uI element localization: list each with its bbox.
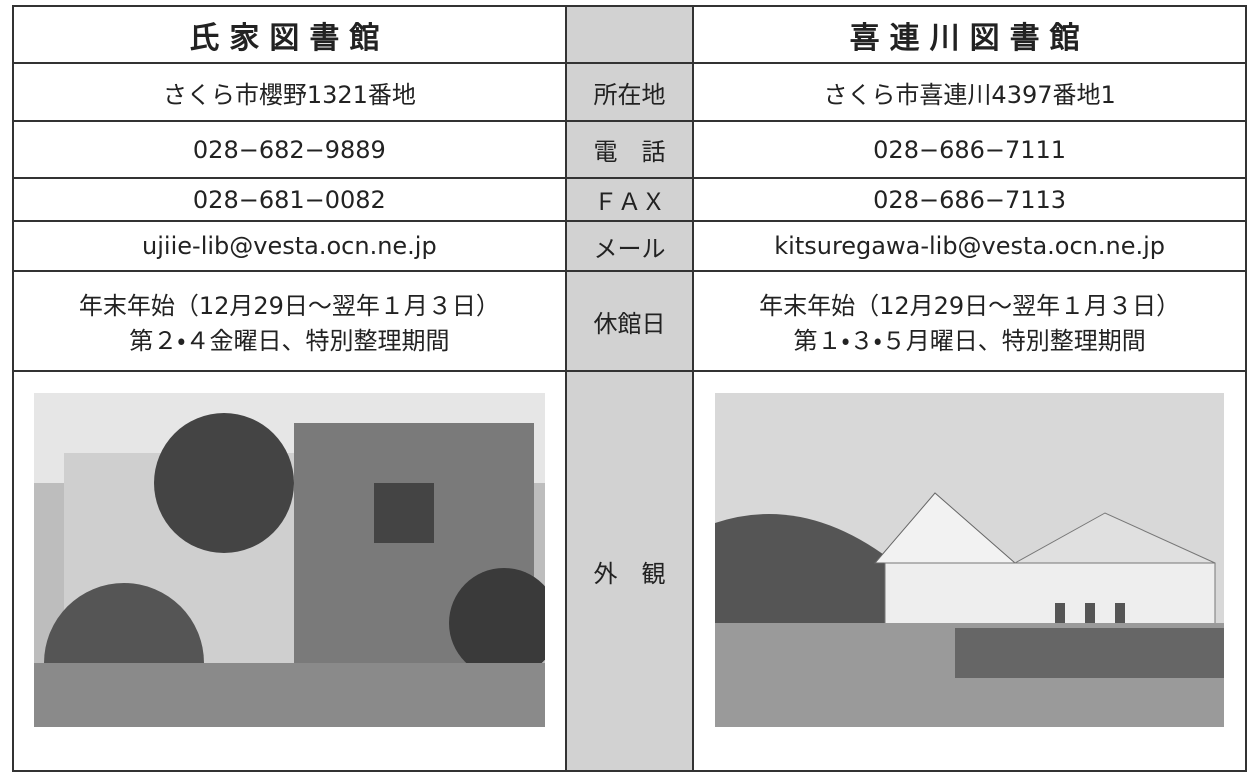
row: 028−682−9889 電 話 028−686−7111 xyxy=(12,120,1247,179)
cell xyxy=(12,370,567,772)
row: さくら市櫻野1321番地 所在地 さくら市喜連川4397番地1 xyxy=(12,62,1247,122)
page: 氏家図書館 喜連川図書館 さくら市櫻野1321番地 所在地 さくら市喜連川439… xyxy=(12,5,1247,772)
cell: 028−686−7113 xyxy=(692,177,1247,222)
cell: 028−681−0082 xyxy=(12,177,567,222)
line: 年末年始（12月29日〜翌年１月３日） xyxy=(759,292,1181,320)
cell: kitsuregawa-lib@vesta.ocn.ne.jp xyxy=(692,220,1247,272)
cell xyxy=(692,370,1247,772)
cell: ujiie-lib@vesta.ocn.ne.jp xyxy=(12,220,567,272)
right-title: 喜連川図書館 xyxy=(692,5,1247,64)
label: ＦＡＸ xyxy=(564,177,695,222)
photo-row: 外 観 xyxy=(12,370,1247,772)
library-table: 氏家図書館 喜連川図書館 さくら市櫻野1321番地 所在地 さくら市喜連川439… xyxy=(12,5,1247,772)
header-blank xyxy=(564,5,695,64)
line: 第２・４金曜日、特別整理期間 xyxy=(129,327,450,355)
cell: さくら市喜連川4397番地1 xyxy=(692,62,1247,122)
photo xyxy=(33,393,545,727)
cell: 年末年始（12月29日〜翌年１月３日） 第２・４金曜日、特別整理期間 xyxy=(12,270,567,372)
label: 電 話 xyxy=(564,120,695,179)
line: 年末年始（12月29日〜翌年１月３日） xyxy=(78,292,500,320)
header-row: 氏家図書館 喜連川図書館 xyxy=(12,5,1247,64)
row: ujiie-lib@vesta.ocn.ne.jp メール kitsuregaw… xyxy=(12,220,1247,272)
left-title: 氏家図書館 xyxy=(12,5,567,64)
label: メール xyxy=(564,220,695,272)
row: 028−681−0082 ＦＡＸ 028−686−7113 xyxy=(12,177,1247,222)
cell: 028−686−7111 xyxy=(692,120,1247,179)
label: 外 観 xyxy=(564,370,695,772)
photo xyxy=(715,393,1225,727)
cell: 年末年始（12月29日〜翌年１月３日） 第１・３・５月曜日、特別整理期間 xyxy=(692,270,1247,372)
row: 年末年始（12月29日〜翌年１月３日） 第２・４金曜日、特別整理期間 休館日 年末… xyxy=(12,270,1247,372)
label: 所在地 xyxy=(564,62,695,122)
cell: さくら市櫻野1321番地 xyxy=(12,62,567,122)
line: 第１・３・５月曜日、特別整理期間 xyxy=(793,327,1146,355)
label: 休館日 xyxy=(564,270,695,372)
cell: 028−682−9889 xyxy=(12,120,567,179)
